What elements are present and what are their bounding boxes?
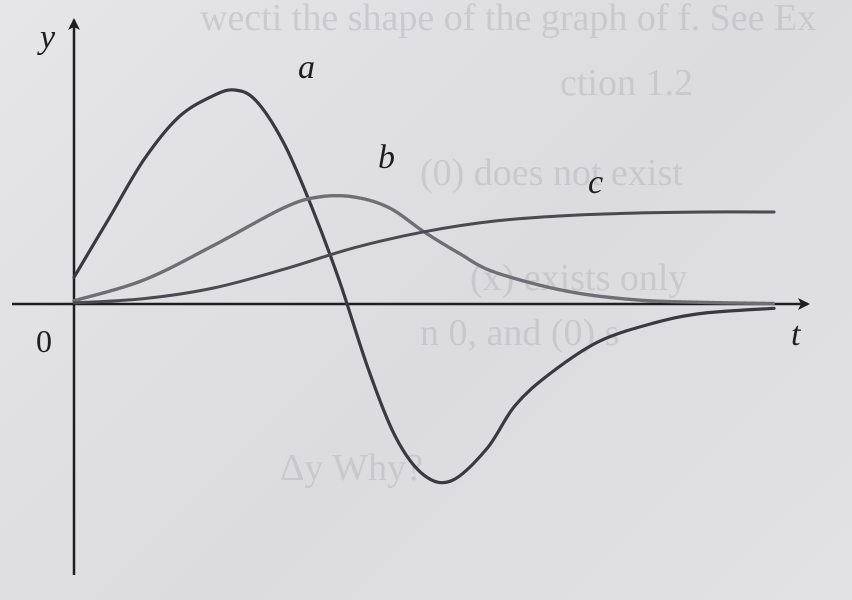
svg-text:ction 1.2: ction 1.2 <box>560 62 693 104</box>
series-c-label: c <box>588 164 603 201</box>
svg-text:wecti the shape of the graph o: wecti the shape of the graph of f. See E… <box>200 0 816 39</box>
series-b-line <box>72 193 776 306</box>
series-c-line <box>72 210 776 305</box>
series-a-label: a <box>298 49 315 86</box>
x-axis-label: t <box>791 316 802 353</box>
y-axis-label: y <box>37 19 56 56</box>
series-curves <box>72 88 776 485</box>
series-a-line <box>72 88 776 485</box>
svg-text:Δy Why?: Δy Why? <box>280 447 423 489</box>
origin-label: 0 <box>36 323 52 359</box>
series-b-label: b <box>378 139 395 176</box>
page-bleed-through: wecti the shape of the graph of f. See E… <box>200 0 816 489</box>
svg-text:(0) does not exist: (0) does not exist <box>420 152 683 194</box>
